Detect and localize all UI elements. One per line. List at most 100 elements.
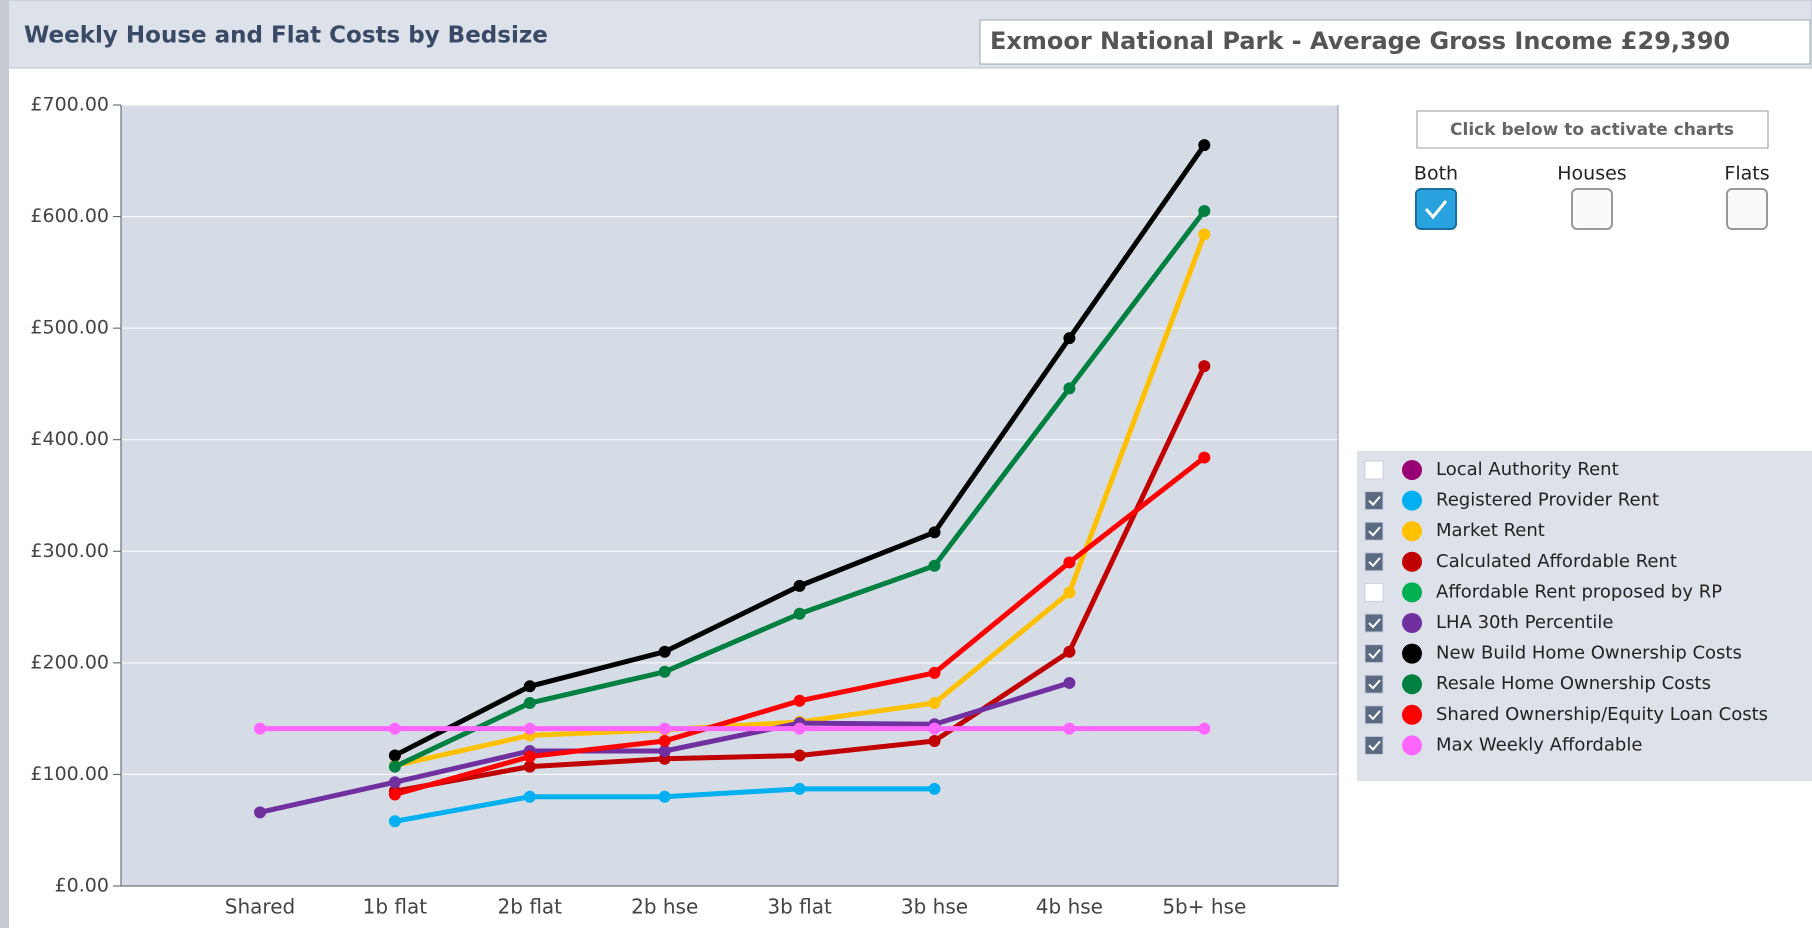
legend-checkbox[interactable] (1364, 460, 1384, 480)
data-point (254, 806, 266, 819)
legend-label: Max Weekly Affordable (1436, 734, 1642, 755)
y-tick-label: £300.00 (30, 540, 109, 562)
data-point (793, 782, 806, 795)
legend-checkmark (1368, 618, 1381, 629)
data-point (1063, 556, 1076, 569)
left-border (0, 0, 9, 928)
legend-checkmark (1368, 740, 1381, 751)
legend-checkbox[interactable] (1364, 552, 1384, 572)
x-tick-label: Shared (225, 895, 295, 919)
x-tick-label: 3b flat (767, 895, 832, 919)
data-point (793, 694, 806, 707)
legend-checkmark (1368, 710, 1381, 721)
legend-checkmark (1368, 648, 1381, 660)
data-point (523, 790, 536, 803)
data-point (928, 697, 941, 710)
checkmark (1424, 200, 1448, 220)
x-tick-label: 2b flat (498, 895, 563, 919)
legend-marker (1402, 551, 1422, 572)
x-tick-label: 1b flat (363, 895, 428, 919)
legend-marker (1402, 735, 1422, 756)
data-point (1063, 645, 1076, 658)
data-point (658, 665, 671, 678)
legend-label: Local Authority Rent (1436, 459, 1619, 480)
x-tick-label: 5b+ hse (1162, 895, 1246, 919)
legend-checkbox[interactable] (1364, 582, 1384, 602)
subtitle: Exmoor National Park - Average Gross Inc… (990, 27, 1730, 55)
legend-checkmark (1368, 526, 1381, 537)
data-point (1063, 586, 1076, 599)
data-point (928, 526, 941, 539)
y-tick-label: £200.00 (30, 651, 109, 673)
legend-label: Registered Provider Rent (1436, 490, 1659, 511)
y-tick-label: £400.00 (30, 428, 109, 450)
legend-checkbox[interactable] (1364, 735, 1384, 755)
legend-marker (1402, 674, 1422, 695)
data-point (523, 750, 536, 763)
legend-checkbox[interactable] (1364, 705, 1384, 725)
y-tick-label: £700.00 (30, 94, 109, 116)
data-point (1063, 676, 1076, 689)
toggle-label: Both (1414, 163, 1458, 185)
legend-checkmark (1368, 557, 1381, 568)
data-point (928, 734, 941, 747)
legend-checkbox[interactable] (1364, 644, 1384, 664)
data-point (523, 697, 536, 710)
data-point (658, 722, 671, 735)
data-point (1198, 139, 1211, 152)
subtitle-box (979, 19, 1811, 65)
data-point (1198, 204, 1211, 217)
legend-checkbox[interactable] (1364, 491, 1384, 511)
x-tick-label: 2b hse (631, 895, 698, 919)
data-point (793, 749, 806, 762)
legend-label: Resale Home Ownership Costs (1436, 673, 1711, 694)
legend-checkbox[interactable] (1364, 674, 1384, 694)
toggle-checkbox[interactable] (1571, 188, 1613, 230)
data-point (388, 815, 401, 828)
legend-checkmark (1368, 495, 1381, 507)
toggle-label: Flats (1724, 163, 1769, 185)
data-point (388, 749, 401, 762)
data-point (1063, 332, 1076, 345)
legend-label: Calculated Affordable Rent (1436, 551, 1677, 572)
legend-label: Affordable Rent proposed by RP (1436, 581, 1722, 602)
legend-label: Market Rent (1436, 520, 1545, 541)
toggle-checkbox[interactable] (1726, 188, 1768, 230)
legend-label: New Build Home Ownership Costs (1436, 643, 1742, 664)
data-point (523, 760, 536, 773)
x-tick-label: 3b hse (901, 895, 968, 919)
y-tick-label: £0.00 (55, 875, 109, 897)
data-point (1198, 228, 1211, 241)
legend-marker (1402, 490, 1422, 511)
y-tick-label: £600.00 (30, 205, 109, 227)
legend-checkmark (1368, 679, 1381, 690)
toggle-label: Houses (1557, 163, 1626, 185)
legend-label: Shared Ownership/Equity Loan Costs (1436, 704, 1768, 725)
data-point (928, 722, 941, 735)
data-point (793, 579, 806, 592)
legend-panel (1357, 451, 1812, 781)
legend-marker (1402, 643, 1422, 664)
data-point (1198, 451, 1211, 464)
legend-marker (1402, 521, 1422, 542)
y-tick-label: £500.00 (30, 317, 109, 339)
data-point (254, 722, 266, 735)
data-point (928, 782, 941, 795)
legend-marker (1402, 460, 1422, 480)
legend-checkbox[interactable] (1364, 521, 1384, 541)
data-point (388, 722, 401, 735)
data-point (658, 744, 671, 757)
x-tick-label: 4b hse (1036, 895, 1103, 919)
data-point (388, 776, 401, 789)
data-point (793, 722, 806, 735)
data-point (1063, 382, 1076, 395)
toggle-checkbox[interactable] (1415, 188, 1457, 230)
legend-checkbox[interactable] (1364, 613, 1384, 633)
data-point (658, 734, 671, 747)
data-point (523, 680, 536, 693)
data-point (793, 607, 806, 620)
data-point (388, 788, 401, 801)
legend-marker (1402, 582, 1422, 603)
data-point (928, 559, 941, 572)
